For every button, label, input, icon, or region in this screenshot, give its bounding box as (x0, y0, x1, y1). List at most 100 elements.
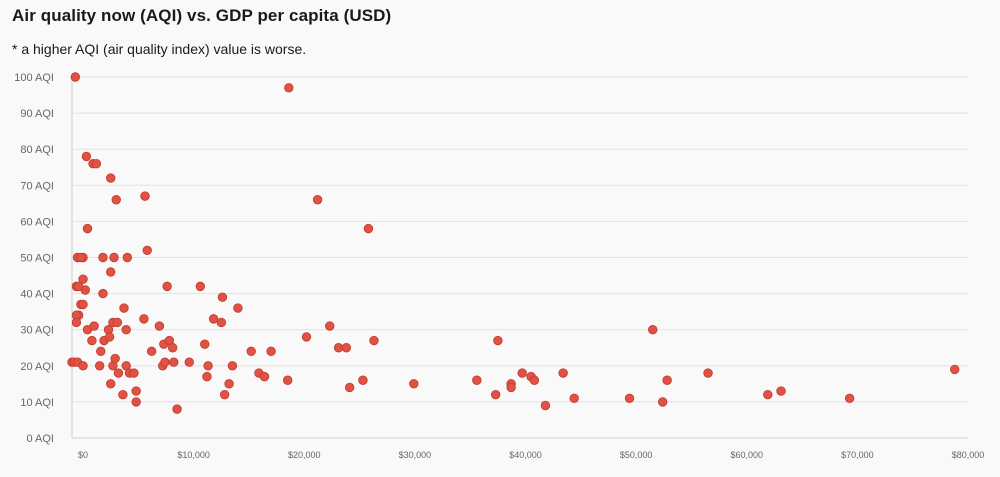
x-tick-label: $20,000 (288, 450, 321, 460)
y-tick-label: 20 AQI (20, 361, 54, 373)
data-point (78, 361, 88, 371)
data-point (195, 281, 206, 292)
y-tick-label: 50 AQI (20, 253, 54, 265)
data-point (657, 397, 668, 407)
data-point (284, 83, 294, 93)
data-point (111, 195, 121, 205)
data-point (70, 72, 81, 82)
data-point (119, 303, 129, 313)
y-tick-label: 0 AQI (26, 433, 54, 445)
data-point (146, 346, 157, 357)
data-point (529, 375, 540, 385)
data-point (227, 361, 238, 371)
y-tick-label: 70 AQI (20, 180, 54, 192)
data-point (98, 288, 108, 299)
data-point (409, 379, 419, 389)
data-point (98, 252, 108, 263)
data-point (109, 252, 119, 263)
data-point (112, 317, 123, 328)
data-point (703, 368, 713, 378)
data-point (648, 325, 658, 335)
x-axis-ticks: $0 $10,000 $20,000 $30,000 $40,000 $50,000 $60… (78, 450, 984, 460)
y-tick-label: 40 AQI (20, 289, 54, 301)
data-point (662, 375, 672, 385)
data-point (358, 375, 368, 385)
data-point (139, 314, 149, 324)
data-point (216, 317, 227, 328)
x-tick-label: $70,000 (841, 450, 874, 460)
data-point (224, 379, 234, 389)
data-point (493, 335, 503, 346)
data-point (106, 379, 116, 389)
data-point (94, 361, 105, 371)
data-point (89, 321, 99, 331)
data-point (113, 368, 124, 378)
x-tick-label: $80,000 (952, 450, 985, 460)
data-point (104, 332, 115, 342)
data-point (71, 317, 82, 328)
data-point (82, 223, 93, 234)
data-point (558, 368, 568, 378)
x-tick-label: $50,000 (620, 450, 653, 460)
data-point (624, 393, 635, 403)
y-axis-ticks: 0 AQI 10 AQI 20 AQI 30 AQI 40 AQI 50 AQI 60 AQ… (14, 72, 54, 445)
y-tick-label: 80 AQI (20, 144, 54, 156)
y-tick-label: 60 AQI (20, 216, 54, 228)
data-point (110, 353, 120, 364)
data-point (91, 158, 102, 169)
data-point (490, 389, 501, 400)
data-point (844, 393, 855, 403)
data-point (106, 267, 116, 277)
data-point (283, 375, 293, 385)
data-point (81, 151, 92, 162)
data-point (763, 389, 773, 400)
x-tick-label: $0 (78, 450, 88, 460)
grid-layer (71, 76, 968, 439)
data-point (472, 375, 482, 385)
data-point (73, 281, 84, 292)
data-point (217, 292, 228, 302)
chart-title: Air quality now (AQI) vs. GDP per capita… (12, 6, 392, 25)
data-point (121, 325, 131, 335)
data-point (312, 195, 323, 205)
data-point (259, 371, 270, 382)
data-point (87, 335, 97, 346)
data-point (341, 343, 352, 353)
data-point (78, 274, 88, 284)
data-point (363, 223, 374, 234)
data-point (540, 400, 551, 411)
data-point (154, 321, 165, 331)
y-tick-label: 30 AQI (20, 325, 54, 337)
data-point (506, 382, 516, 393)
data-point (344, 382, 355, 393)
data-point (203, 361, 213, 371)
data-point (333, 343, 344, 353)
data-point (233, 303, 243, 313)
data-point (266, 346, 276, 357)
data-point (208, 314, 219, 324)
data-point (172, 404, 182, 414)
y-tick-label: 100 AQI (14, 72, 54, 84)
y-tick-label: 10 AQI (20, 397, 54, 409)
data-point (96, 346, 106, 357)
data-point (169, 357, 179, 367)
x-tick-label: $10,000 (177, 450, 210, 460)
data-point (200, 339, 210, 349)
data-point (219, 389, 230, 400)
data-point (162, 281, 172, 292)
x-tick-label: $60,000 (730, 450, 763, 460)
data-point (78, 299, 88, 310)
data-point (131, 397, 141, 407)
data-point (776, 386, 786, 396)
x-tick-label: $40,000 (509, 450, 542, 460)
data-point (129, 368, 139, 378)
data-point (301, 332, 312, 342)
data-point (950, 364, 960, 375)
chart-subtitle: * a higher AQI (air quality index) value… (12, 41, 307, 57)
data-point (131, 386, 141, 396)
data-point (569, 393, 579, 403)
data-points (67, 72, 960, 414)
data-point (142, 245, 152, 255)
data-point (106, 173, 116, 183)
